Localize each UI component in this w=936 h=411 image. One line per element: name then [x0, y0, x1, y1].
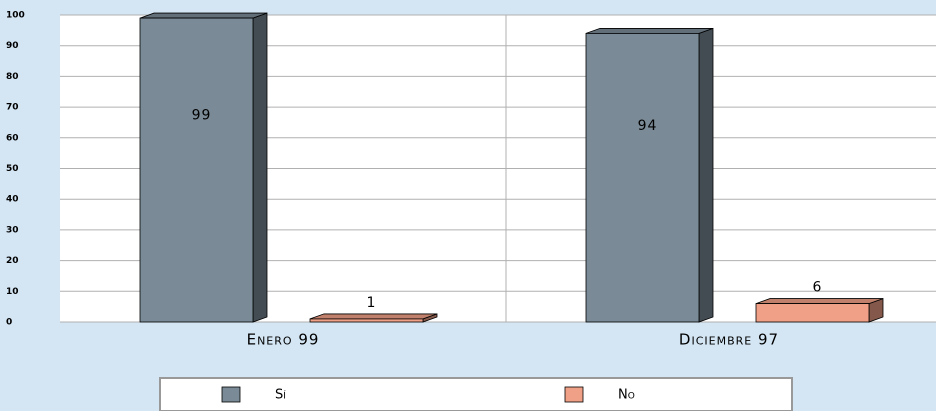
data-label: 6: [813, 280, 823, 296]
bar: [309, 313, 438, 323]
data-label: 94: [638, 118, 658, 134]
bar-top: [585, 28, 714, 34]
bar-front: [309, 318, 424, 323]
bar-front: [755, 303, 870, 323]
legend-label: No: [618, 388, 635, 403]
bar: [139, 12, 268, 323]
y-tick-label: 20: [6, 256, 19, 266]
y-tick-label: 70: [6, 103, 19, 113]
y-tick-label: 80: [6, 72, 19, 82]
data-label: 1: [367, 295, 377, 311]
bar: [585, 27, 714, 323]
x-tick-label: Diciembre 97: [679, 331, 779, 349]
bar-top: [309, 313, 438, 320]
legend-swatch: [221, 386, 241, 403]
bar-front: [585, 33, 700, 323]
bar-top: [755, 298, 884, 304]
y-tick-label: 30: [6, 225, 19, 235]
legend-label: Sí: [275, 388, 286, 403]
y-tick-label: 100: [6, 11, 25, 21]
bar-side: [252, 12, 268, 323]
y-tick-label: 50: [6, 164, 19, 174]
legend: [159, 377, 793, 411]
bar: [755, 298, 884, 323]
y-tick-label: 0: [6, 318, 12, 328]
bar-side: [698, 27, 714, 323]
legend-swatch: [564, 386, 584, 403]
bar-top: [139, 12, 268, 19]
y-tick-label: 60: [6, 133, 19, 143]
data-label: 99: [192, 107, 212, 123]
y-tick-label: 90: [6, 41, 19, 51]
bar-front: [139, 17, 254, 323]
y-tick-label: 10: [6, 287, 19, 297]
x-tick-label: Enero 99: [247, 331, 320, 349]
y-tick-label: 40: [6, 195, 19, 205]
